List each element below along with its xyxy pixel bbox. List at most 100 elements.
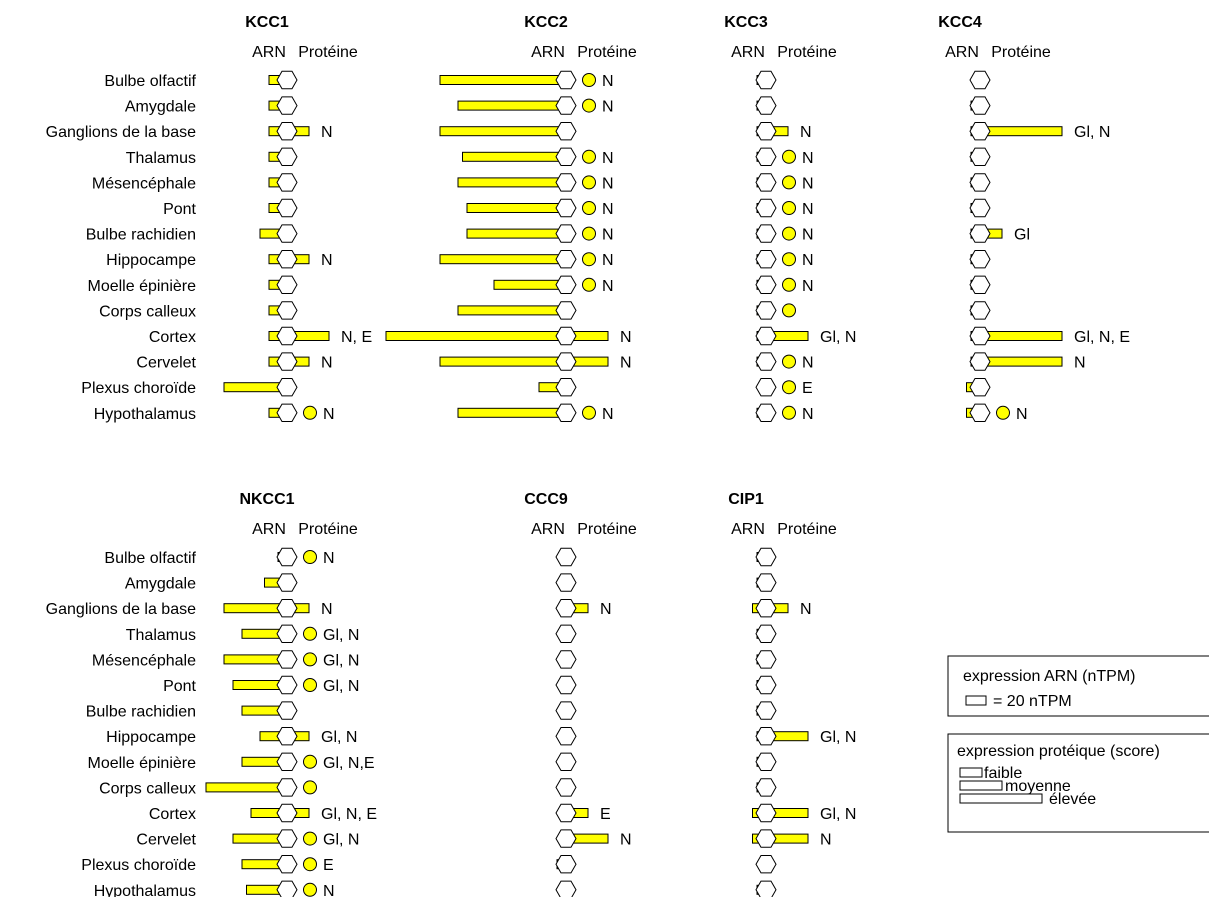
- rna-bar: [439, 126, 567, 137]
- cell-type-label: N: [321, 124, 333, 141]
- tissue-hexagon-icon: [755, 275, 777, 294]
- rna-bar: [493, 279, 567, 290]
- cell-type-label: Gl, N: [820, 729, 856, 746]
- tissue-hexagon-icon: [276, 727, 298, 746]
- tissue-hexagon-icon: [555, 650, 577, 669]
- tissue-hexagon-icon: [276, 573, 298, 592]
- tissue-hexagon-icon: [276, 275, 298, 294]
- tissue-hexagon-icon: [755, 675, 777, 695]
- tissue-label: Cortex: [149, 329, 196, 346]
- cell-type-label: E: [323, 857, 334, 874]
- protein-bar: [979, 356, 1063, 367]
- protein-dot: [582, 98, 596, 113]
- cell-type-label: N: [800, 124, 812, 141]
- tissue-hexagon-icon: [555, 624, 577, 643]
- legend-rna-item: = 20 nTPM: [993, 693, 1072, 710]
- cell-type-label: N: [602, 406, 614, 423]
- tissue-label: Mésencéphale: [92, 175, 196, 192]
- tissue-hexagon-icon: [555, 352, 577, 371]
- tissue-label: Pont: [163, 678, 196, 695]
- cell-type-label: Gl, N: [820, 806, 856, 823]
- tissue-label: Plexus choroïde: [81, 380, 196, 397]
- tissue-label: Bulbe olfactif: [104, 73, 196, 90]
- tissue-hexagon-icon: [276, 352, 298, 371]
- tissue-hexagon-icon: [755, 173, 777, 192]
- column-header-protein: Protéine: [991, 44, 1051, 61]
- tissue-label: Hypothalamus: [94, 883, 196, 897]
- legend-rna-box: [947, 655, 1209, 717]
- panel-nkcc1: NKCC1 ARN Protéine Bulbe olfactif N Amygdale G…: [46, 491, 377, 897]
- protein-dot: [582, 405, 596, 420]
- gene-title: CCC9: [524, 491, 568, 508]
- legend-protein-title: expression protéique (score): [957, 743, 1160, 760]
- protein-dot: [582, 175, 596, 190]
- tissue-label: Pont: [163, 201, 196, 218]
- protein-dot: [782, 252, 796, 267]
- tissue-label: Amygdale: [125, 99, 196, 116]
- rna-bar: [466, 228, 567, 239]
- tissue-hexagon-icon: [555, 198, 577, 218]
- gene-title: KCC4: [938, 14, 982, 31]
- protein-dot: [582, 226, 596, 241]
- tissue-hexagon-icon: [755, 727, 777, 746]
- cell-type-label: N: [323, 550, 335, 567]
- tissue-label: Cervelet: [136, 832, 196, 849]
- tissue-label: Hypothalamus: [94, 406, 196, 423]
- protein-dot: [303, 882, 317, 897]
- protein-dot: [303, 678, 317, 692]
- tissue-hexagon-icon: [755, 829, 777, 848]
- tissue-hexagon-icon: [276, 752, 298, 771]
- tissue-hexagon-icon: [276, 147, 298, 166]
- protein-dot: [303, 780, 317, 795]
- column-header-protein: Protéine: [298, 44, 358, 61]
- column-header-rna: ARN: [731, 521, 765, 538]
- panel-kcc4: KCC4 ARN Protéine Gl, N Gl Gl, N, E N N: [938, 14, 1130, 423]
- tissue-hexagon-icon: [555, 752, 577, 771]
- rna-bar: [439, 75, 567, 85]
- gene-title: NKCC1: [239, 491, 294, 508]
- protein-dot: [303, 405, 317, 420]
- cell-type-label: N: [602, 278, 614, 295]
- tissue-hexagon-icon: [969, 403, 991, 422]
- panel-kcc1: KCC1 ARN Protéine Bulbe olfactif Amygdale Gan…: [46, 14, 372, 423]
- tissue-hexagon-icon: [755, 326, 777, 346]
- rna-bar: [385, 331, 567, 341]
- protein-dot: [782, 277, 796, 292]
- panel-cip1: CIP1 ARN Protéine N Gl, N Gl, N N: [728, 491, 856, 897]
- cell-type-label: N: [820, 832, 832, 849]
- cell-type-label: N: [600, 601, 612, 618]
- protein-dot: [782, 149, 796, 164]
- tissue-hexagon-icon: [969, 301, 991, 320]
- tissue-hexagon-icon: [969, 275, 991, 294]
- tissue-hexagon-icon: [755, 752, 777, 771]
- tissue-hexagon-icon: [969, 250, 991, 269]
- tissue-hexagon-icon: [276, 378, 298, 397]
- tissue-hexagon-icon: [555, 224, 577, 243]
- cell-type-label: N: [602, 73, 614, 90]
- legend-protein-swatch-faible: [959, 767, 983, 778]
- cell-type-label: N: [602, 99, 614, 116]
- column-header-protein: Protéine: [577, 521, 637, 538]
- tissue-label: Bulbe rachidien: [86, 227, 196, 244]
- cell-type-label: N: [321, 601, 333, 618]
- tissue-hexagon-icon: [276, 547, 298, 567]
- rna-bar: [439, 356, 567, 367]
- rna-bar: [439, 254, 567, 265]
- tissue-hexagon-icon: [276, 803, 298, 823]
- tissue-hexagon-icon: [276, 701, 298, 720]
- cell-type-label: N, E: [341, 329, 372, 346]
- tissue-label: Moelle épinière: [87, 755, 196, 772]
- tissue-hexagon-icon: [555, 301, 577, 320]
- protein-dot: [582, 252, 596, 267]
- tissue-hexagon-icon: [755, 880, 777, 897]
- tissue-label: Ganglions de la base: [46, 124, 196, 141]
- tissue-hexagon-icon: [555, 250, 577, 269]
- chart-panels: KCC1 ARN Protéine Bulbe olfactif Amygdale Gan…: [46, 14, 1130, 897]
- cell-type-label: Gl, N: [323, 652, 359, 669]
- tissue-hexagon-icon: [276, 880, 298, 897]
- tissue-hexagon-icon: [755, 70, 777, 90]
- gene-title: KCC2: [524, 14, 568, 31]
- tissue-hexagon-icon: [555, 122, 577, 141]
- tissue-hexagon-icon: [755, 147, 777, 166]
- tissue-hexagon-icon: [755, 378, 777, 397]
